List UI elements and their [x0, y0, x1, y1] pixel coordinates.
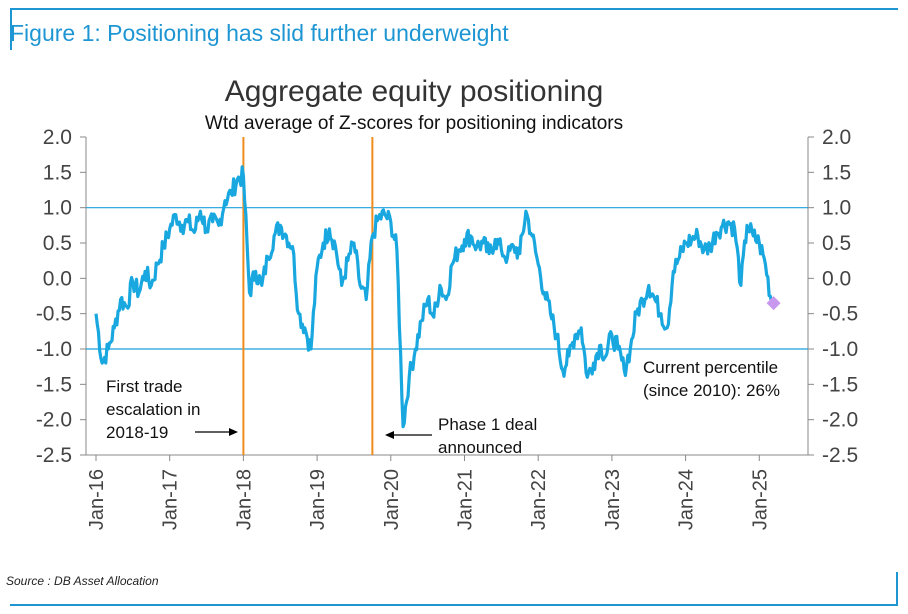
annotation-current-percentile: (since 2010): 26% [643, 381, 780, 400]
phase1-arrow [385, 431, 432, 439]
y-tick-label-right: -1.5 [822, 373, 858, 396]
trade-arrow [195, 428, 238, 436]
x-tick-label: Jan-24 [676, 469, 698, 530]
annotation-current-percentile: Current percentile [643, 358, 778, 377]
x-tick-label: Jan-25 [749, 469, 771, 530]
annotation-phase1-deal: Phase 1 deal [438, 415, 537, 434]
y-tick-label-left: 1.5 [43, 161, 72, 184]
y-tick-label-right: 0.5 [822, 232, 851, 255]
annotation-trade-escalation: escalation in [106, 400, 201, 419]
y-tick-label-left: -1.0 [36, 338, 72, 361]
x-tick-label: Jan-22 [528, 469, 550, 530]
x-tick-label: Jan-23 [602, 469, 624, 530]
x-tick-label: Jan-16 [86, 469, 108, 530]
figure-title: Figure 1: Positioning has slid further u… [10, 20, 509, 46]
y-tick-label-right: -1.0 [822, 338, 858, 361]
y-tick-label-left: -2.0 [36, 409, 72, 432]
y-tick-label-right: 0.0 [822, 267, 851, 290]
y-tick-label-right: -2.0 [822, 409, 858, 432]
event-lines [242, 137, 374, 455]
source-frame [10, 572, 898, 606]
y-tick-label-right: 2.0 [822, 126, 851, 149]
source-note: Source : DB Asset Allocation [6, 574, 159, 588]
y-tick-label-left: -2.5 [36, 444, 72, 467]
series-line [94, 165, 774, 429]
x-tick-label: Jan-18 [233, 469, 255, 530]
chart-subtitle: Wtd average of Z-scores for positioning … [205, 113, 623, 134]
y-tick-label-left: 0.5 [43, 232, 72, 255]
y-tick-label-left: 2.0 [43, 126, 72, 149]
y-tick-label-left: -1.5 [36, 373, 72, 396]
y-tick-label-right: 1.5 [822, 161, 851, 184]
current-value-marker [766, 296, 781, 311]
annotation-phase1-deal: announced [438, 438, 522, 457]
y-tick-label-left: 1.0 [43, 197, 72, 220]
y-tick-label-right: -0.5 [822, 303, 858, 326]
x-tick-label: Jan-20 [381, 469, 403, 530]
reference-lines [86, 207, 808, 350]
y-tick-label-left: -0.5 [36, 303, 72, 326]
y-tick-label-right: -2.5 [822, 444, 858, 467]
x-tick-label: Jan-21 [455, 469, 477, 530]
annotation-trade-escalation: First trade [106, 377, 183, 396]
chart-title: Aggregate equity positioning [225, 75, 604, 108]
series-group [94, 165, 781, 429]
figure-title-frame [10, 8, 898, 50]
axes-group: 2.0 2.0 1.5 1.5 1.0 1.0 0.5 0.5 0.0 0.0 -0.5 -0.5 -1… [36, 126, 858, 530]
x-tick-label: Jan-19 [307, 469, 329, 530]
x-tick-label: Jan-17 [160, 469, 182, 530]
y-tick-label-left: 0.0 [43, 267, 72, 290]
annotation-trade-escalation: 2018-19 [106, 423, 168, 442]
equity-positioning-chart: Aggregate equity positioning Wtd average… [36, 75, 858, 530]
y-tick-label-right: 1.0 [822, 197, 851, 220]
